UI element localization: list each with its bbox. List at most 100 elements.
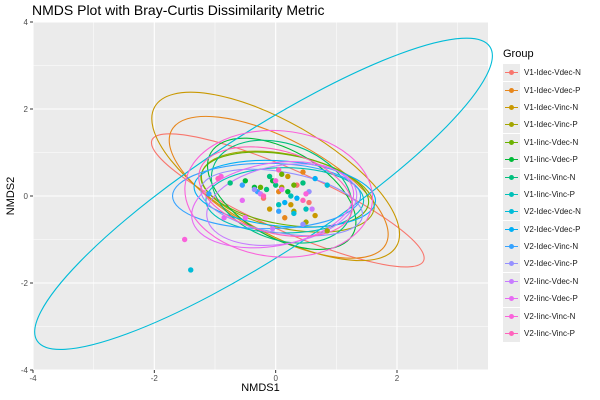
- legend-title: Group: [503, 48, 534, 60]
- point-V2-Iinc-Vdec-P: [239, 197, 245, 204]
- point-V2-Iinc-Vdec-P: [279, 186, 285, 193]
- legend-item: V2-Iinc-Vinc-N: [503, 307, 595, 325]
- point-V2-Iinc-Vinc-P: [260, 193, 267, 199]
- point-V2-Iinc-Vinc-P: [300, 197, 306, 204]
- legend-key: [503, 133, 520, 151]
- point-V1-Iinc-Vdec-P: [285, 188, 291, 195]
- legend-label: V2-Idec-Vinc-N: [524, 242, 579, 252]
- point-V1-Idec-Vinc-N: [285, 173, 291, 180]
- legend-key-point: [509, 87, 514, 93]
- legend-label: V2-Idec-Vdec-P: [524, 224, 581, 234]
- legend-key-point: [509, 331, 514, 337]
- point-V2-Iinc-Vdec-P: [221, 215, 227, 221]
- legend-item: V1-Iinc-Vdec-N: [503, 133, 595, 151]
- legend-label: V1-Iinc-Vinc-P: [524, 189, 575, 199]
- point-V1-Iinc-Vdec-N: [257, 184, 264, 190]
- legend-item: V2-Idec-Vdec-N: [503, 203, 595, 221]
- y-tick-label: 4: [24, 18, 29, 27]
- point-V2-Iinc-Vinc-N: [303, 191, 309, 197]
- legend-key: [503, 307, 520, 325]
- x-tick-label: -4: [29, 374, 37, 383]
- legend-label: V1-Iinc-Vinc-N: [524, 172, 576, 182]
- ellipse-V2-Iinc-Vinc-P: [198, 146, 354, 238]
- legend-label: V1-Iinc-Vdec-P: [524, 155, 578, 165]
- legend-item: V1-Idec-Vdec-N: [503, 64, 595, 82]
- point-V2-Idec-Vdec-N: [324, 182, 330, 188]
- point-V2-Idec-Vinc-N: [239, 182, 245, 188]
- legend-key: [503, 151, 520, 169]
- point-V2-Iinc-Vinc-N: [181, 236, 188, 243]
- ellipse-V2-Iinc-Vinc-N: [184, 129, 374, 258]
- legend-label: V1-Idec-Vdec-P: [524, 85, 581, 95]
- point-V2-Idec-Vinc-P: [300, 221, 306, 227]
- legend-key-point: [509, 226, 514, 232]
- point-V1-Idec-Vdec-P: [282, 215, 288, 221]
- legend-key-point: [509, 191, 514, 197]
- point-V2-Idec-Vdec-N: [291, 210, 297, 217]
- point-V2-Iinc-Vdec-N: [309, 206, 315, 212]
- point-V1-Idec-Vinc-N: [312, 212, 318, 219]
- point-V2-Idec-Vinc-N: [206, 191, 212, 197]
- legend-key-point: [509, 70, 514, 76]
- point-V2-Iinc-Vdec-P: [242, 215, 249, 221]
- legend-item: V2-Idec-Vinc-N: [503, 238, 595, 256]
- point-V1-Iinc-Vdec-N: [279, 171, 285, 177]
- legend-key: [503, 185, 520, 203]
- legend-label: V1-Iinc-Vdec-N: [524, 137, 579, 147]
- legend-key-point: [509, 139, 514, 145]
- legend-key: [503, 238, 520, 256]
- point-V2-Idec-Vdec-P: [294, 195, 300, 201]
- x-tick-label: -2: [151, 374, 159, 383]
- legend-item: V2-Iinc-Vdec-N: [503, 272, 595, 290]
- legend-label: V2-Idec-Vinc-P: [524, 259, 578, 269]
- ellipse-V1-Idec-Vinc-N: [151, 91, 401, 262]
- point-V1-Iinc-Vdec-P: [242, 178, 249, 184]
- legend: Group V1-Idec-Vdec-N V1-Idec-Vdec-P V1-Ide…: [503, 48, 595, 343]
- chart-title: NMDS Plot with Bray-Curtis Dissimilarity…: [32, 2, 325, 18]
- legend-key-point: [509, 278, 514, 284]
- point-V2-Idec-Vinc-P: [251, 186, 258, 193]
- legend-label: V2-Iinc-Vinc-N: [524, 311, 576, 321]
- y-axis-label: NMDS2: [5, 177, 17, 216]
- legend-label: V2-Iinc-Vinc-P: [524, 329, 575, 339]
- point-V2-Idec-Vdec-P: [312, 175, 318, 182]
- point-V1-Idec-Vinc-N: [266, 206, 273, 212]
- point-V2-Iinc-Vinc-N: [272, 178, 279, 184]
- legend-key: [503, 220, 520, 238]
- legend-key-point: [509, 244, 514, 250]
- point-V1-Idec-Vinc-N: [288, 202, 294, 208]
- legend-item: V2-Iinc-Vinc-P: [503, 325, 595, 343]
- legend-key-point: [509, 104, 514, 110]
- legend-key: [503, 81, 520, 99]
- legend-key: [503, 116, 520, 134]
- point-V1-Iinc-Vinc-P: [303, 206, 309, 212]
- legend-label: V2-Iinc-Vdec-N: [524, 276, 579, 286]
- legend-key: [503, 203, 520, 221]
- point-V2-Idec-Vdec-P: [282, 199, 288, 206]
- axis-ticks: -4 -2 0 2 -4 -2 0 2 4: [21, 18, 400, 383]
- ellipse-V2-Idec-Vdec-N: [34, 37, 493, 351]
- point-V1-Iinc-Vinc-P: [276, 202, 282, 208]
- legend-key-point: [509, 261, 514, 267]
- point-V1-Iinc-Vinc-N: [272, 182, 279, 188]
- legend-item: V1-Iinc-Vinc-P: [503, 185, 595, 203]
- legend-item: V1-Iinc-Vdec-P: [503, 151, 595, 169]
- point-V2-Iinc-Vdec-N: [269, 225, 276, 232]
- ellipse-layer: [34, 37, 493, 351]
- legend-key-point: [509, 174, 514, 180]
- legend-label: V1-Idec-Vinc-N: [524, 102, 579, 112]
- legend-item: V2-Idec-Vdec-P: [503, 220, 595, 238]
- legend-item: V2-Idec-Vinc-P: [503, 255, 595, 273]
- legend-key: [503, 290, 520, 308]
- legend-key: [503, 64, 520, 82]
- legend-key: [503, 325, 520, 343]
- legend-key-point: [509, 313, 514, 319]
- point-V2-Iinc-Vinc-P: [215, 175, 221, 182]
- legend-key: [503, 168, 520, 186]
- point-V1-Iinc-Vinc-P: [288, 193, 294, 199]
- point-V2-Idec-Vdec-N: [188, 267, 194, 273]
- ellipse-V2-Iinc-Vdec-P: [191, 161, 355, 249]
- legend-item: V2-Iinc-Vdec-P: [503, 290, 595, 308]
- point-layer: [181, 167, 330, 273]
